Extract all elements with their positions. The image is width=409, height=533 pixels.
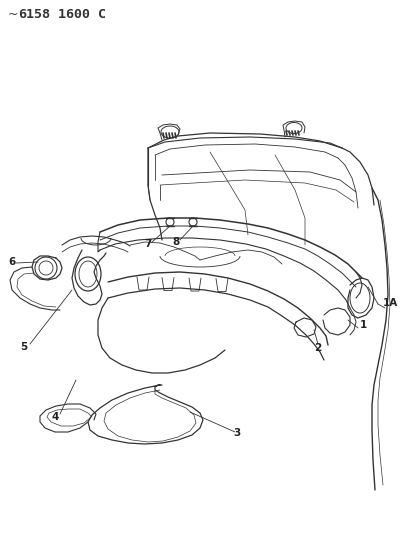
Text: 1600 C: 1600 C [58,7,106,20]
Text: 6: 6 [8,257,15,267]
Text: 2: 2 [313,343,321,353]
Text: ~: ~ [8,7,18,20]
Text: 1A: 1A [382,298,397,308]
Text: 7: 7 [144,239,151,249]
Text: 3: 3 [232,428,240,438]
Text: 6158: 6158 [18,7,50,20]
Text: 4: 4 [52,412,59,422]
Text: 5: 5 [20,342,27,352]
Text: 8: 8 [172,237,179,247]
Text: 1: 1 [359,320,366,330]
